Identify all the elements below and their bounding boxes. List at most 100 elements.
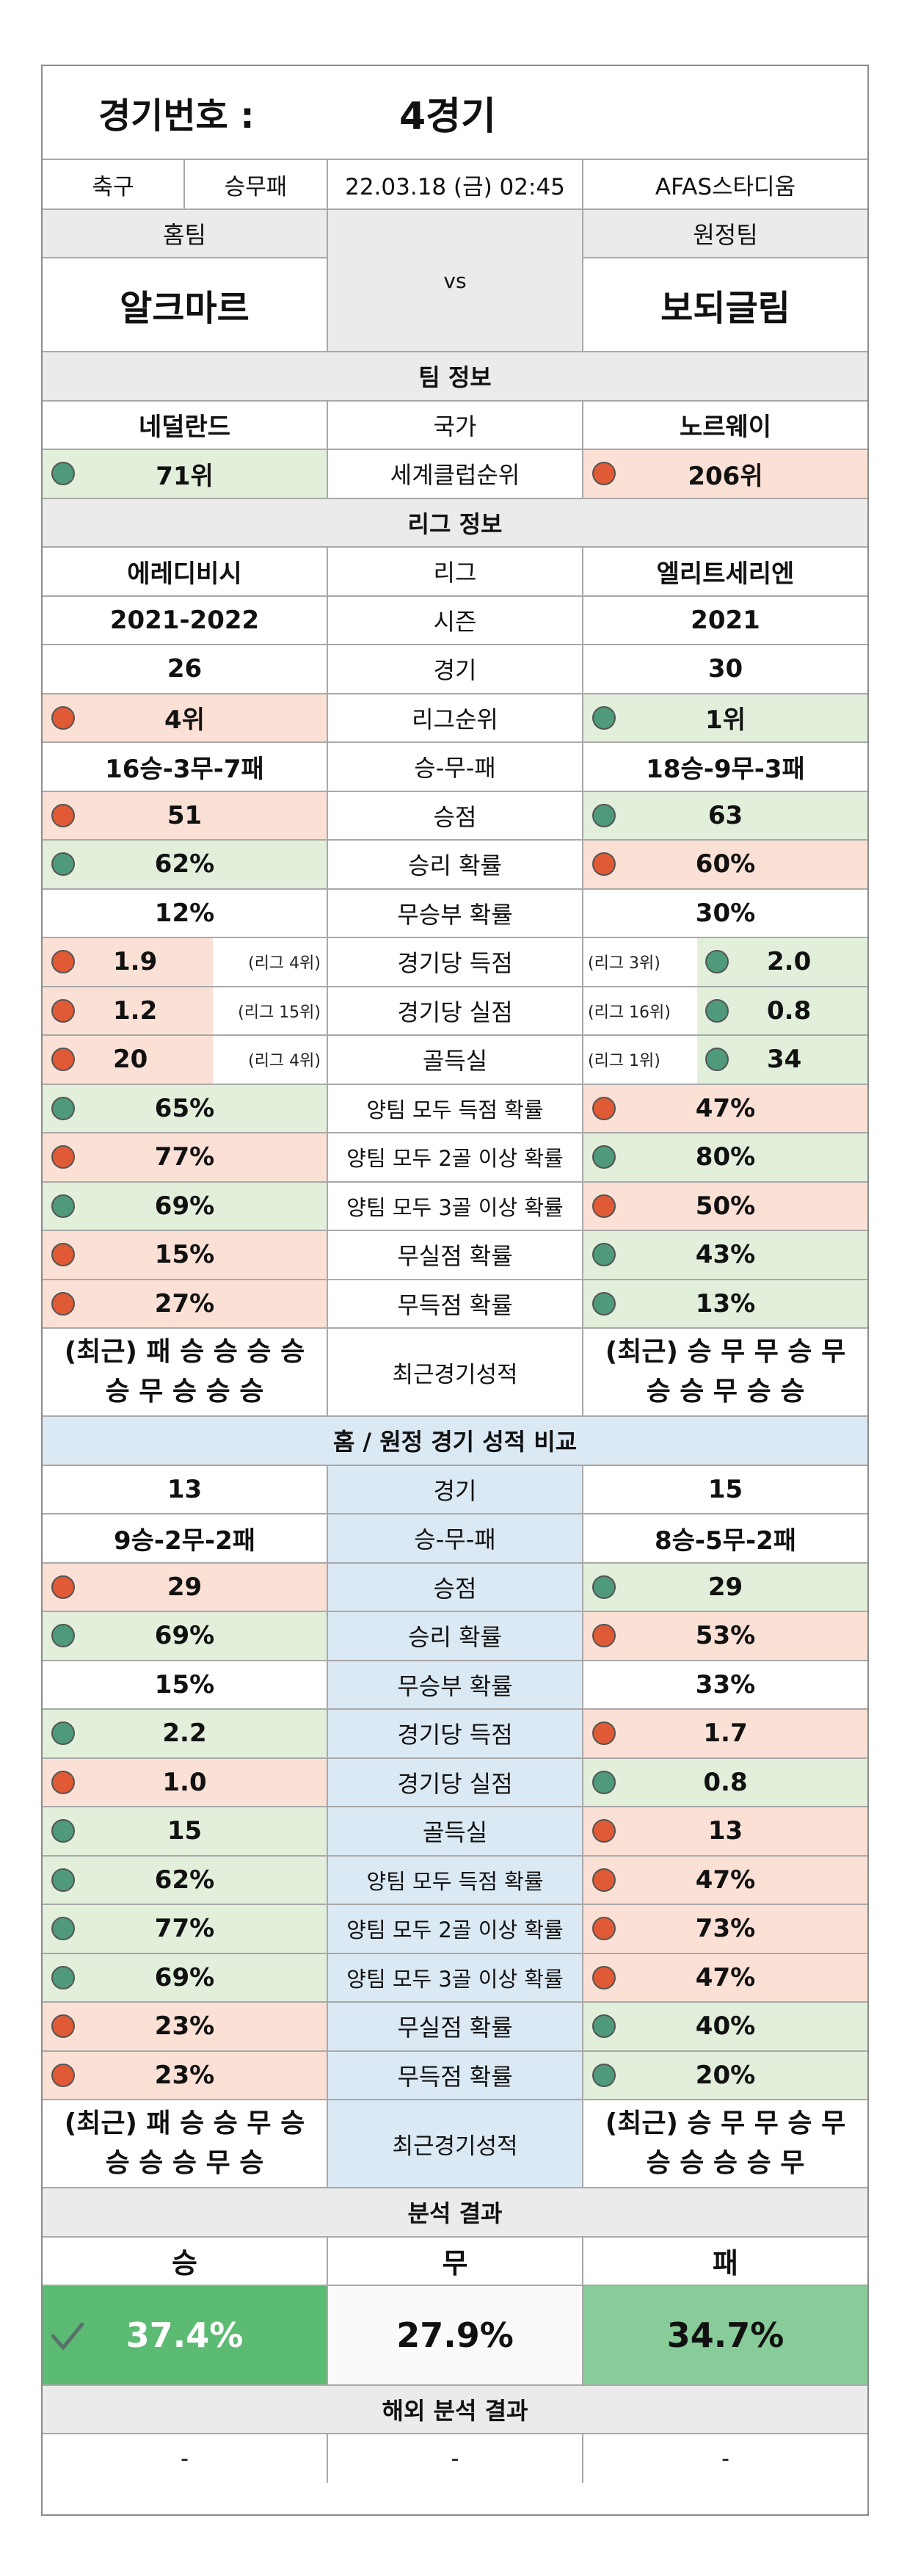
- red-dot-icon: [51, 2014, 75, 2039]
- analysis-win-label: 승: [172, 2247, 197, 2279]
- overseas-win: -: [181, 2445, 189, 2472]
- home-away-stat-away-value: 0.8: [703, 1767, 748, 1797]
- home-away-stat-home-value: 69%: [154, 1962, 215, 1992]
- green-dot-icon: [592, 705, 616, 730]
- green-dot-icon: [51, 1819, 75, 1843]
- green-dot-icon: [592, 1575, 616, 1599]
- home-away-stat-home-value: 1.0: [162, 1767, 207, 1797]
- home-away-stat-row: 29 승점 29: [43, 1563, 867, 1612]
- green-dot-icon: [51, 1194, 75, 1218]
- team-info-label: 국가: [433, 412, 477, 440]
- league-stat-away-value: 0.8: [767, 995, 812, 1026]
- league-stat-home-value: 62%: [154, 849, 215, 879]
- red-dot-icon: [592, 1965, 616, 1989]
- league-stat-away-value: 47%: [695, 1093, 756, 1123]
- green-dot-icon: [592, 1145, 616, 1169]
- league-stat-away-value: 30: [707, 654, 743, 684]
- red-dot-icon: [51, 1048, 75, 1072]
- overseas-loss: -: [721, 2445, 729, 2472]
- home-away-stat-home-value: 29: [167, 1572, 203, 1602]
- home-away-recent-home-line1: (최근) 패 승 승 무 승: [64, 2108, 305, 2138]
- league-stat-row: 77% 양팀 모두 2골 이상 확률 80%: [43, 1133, 867, 1183]
- recent-form-label: 최근경기성적: [392, 1361, 518, 1388]
- home-away-stat-label: 골득실: [422, 1818, 488, 1847]
- red-dot-icon: [592, 1819, 616, 1843]
- draw-percentage: 27.9%: [396, 2315, 514, 2355]
- league-stat-row: 65% 양팀 모두 득점 확률 47%: [43, 1084, 867, 1133]
- league-stat-label: 승점: [433, 802, 477, 831]
- red-dot-icon: [51, 705, 75, 730]
- league-stat-row: 12% 무승부 확률 30%: [43, 889, 867, 938]
- home-away-stat-row: 1.0 경기당 실점 0.8: [43, 1758, 867, 1807]
- home-away-recent-away-line2: 승 승 승 승 무: [646, 2148, 805, 2178]
- team-info-away-value: 노르웨이: [679, 413, 772, 443]
- league-stat-label: 경기: [433, 656, 477, 685]
- league-stat-row: 1.2 (리그 15위) 경기당 실점 (리그 16위) 0.8: [43, 987, 867, 1036]
- red-dot-icon: [51, 998, 75, 1023]
- recent-form-home-line2: 승 무 승 승 승: [105, 1376, 264, 1407]
- recent-form-home-line1: (최근) 패 승 승 승 승: [64, 1337, 305, 1367]
- league-stat-home-value: 69%: [154, 1191, 215, 1221]
- home-away-stat-away-value: 73%: [695, 1914, 756, 1944]
- match-datetime: 22.03.18 (금) 02:45: [345, 173, 565, 200]
- team-info-row: 71위 세계클럽순위 206위: [43, 450, 867, 499]
- home-away-stat-home-value: 62%: [154, 1865, 215, 1895]
- green-dot-icon: [592, 1243, 616, 1267]
- home-away-stat-label: 경기당 실점: [397, 1769, 513, 1798]
- away-team-label: 원정팀: [693, 221, 758, 249]
- overseas-draw: -: [451, 2445, 459, 2472]
- overseas-result-row: ---: [43, 2434, 867, 2483]
- red-dot-icon: [592, 1721, 616, 1746]
- match-analysis-sheet: 경기번호 : 4경기 축구 승무패 22.03.18 (금) 02:45 AFA…: [41, 65, 869, 2516]
- team-info-away-value: 206위: [688, 461, 763, 491]
- league-stat-away-value: 2021: [691, 605, 760, 635]
- green-dot-icon: [51, 1624, 75, 1648]
- league-stat-away-value: 43%: [695, 1240, 756, 1270]
- league-info-header-row: 리그 정보: [43, 498, 867, 548]
- league-stat-home-value: 16승-3무-7패: [105, 754, 264, 784]
- overseas-header: 해외 분석 결과: [382, 2396, 528, 2425]
- home-away-stat-home-value: 77%: [154, 1914, 215, 1944]
- home-away-stat-home-value: 69%: [154, 1621, 215, 1651]
- green-dot-icon: [51, 852, 75, 877]
- red-dot-icon: [592, 1096, 616, 1120]
- red-dot-icon: [592, 1917, 616, 1941]
- home-away-stat-away-value: 29: [707, 1572, 743, 1602]
- league-stat-away-rank: (리그 16위): [588, 1003, 671, 1022]
- game-type: 승무패: [224, 173, 288, 200]
- home-away-stat-row: 2.2 경기당 득점 1.7: [43, 1710, 867, 1759]
- league-stat-label: 양팀 모두 2골 이상 확률: [346, 1146, 564, 1172]
- home-away-stat-home-value: 9승-2무-2패: [113, 1525, 256, 1556]
- home-away-stat-away-value: 8승-5무-2패: [654, 1525, 797, 1556]
- meta-row: 축구 승무패 22.03.18 (금) 02:45 AFAS스타디움: [43, 160, 867, 210]
- home-away-header: 홈 / 원정 경기 성적 비교: [332, 1428, 578, 1456]
- league-stat-home-value: 에레디비시: [127, 559, 242, 589]
- league-stat-home-rank: (리그 15위): [238, 1003, 321, 1022]
- home-away-stat-label: 양팀 모두 3골 이상 확률: [346, 1966, 564, 1992]
- home-away-stat-away-value: 13: [707, 1816, 743, 1846]
- league-stat-home-value: 1.9: [113, 947, 158, 977]
- league-stat-away-rank: (리그 1위): [588, 1052, 660, 1071]
- red-dot-icon: [592, 852, 616, 877]
- league-stat-row: 16승-3무-7패 승-무-패 18승-9무-3패: [43, 743, 867, 792]
- home-away-stat-row: 15% 무승부 확률 33%: [43, 1661, 867, 1710]
- league-stat-label: 양팀 모두 득점 확률: [366, 1097, 544, 1122]
- home-team-name: 알크마르: [120, 288, 250, 329]
- recent-form-away-line1: (최근) 승 무 무 승 무: [605, 1337, 846, 1367]
- away-team-name: 보되글림: [660, 288, 790, 329]
- red-dot-icon: [51, 1145, 75, 1169]
- green-dot-icon: [51, 1965, 75, 1989]
- recent-form-away-line2: 승 승 무 승 승: [646, 1376, 805, 1407]
- green-dot-icon: [51, 1868, 75, 1892]
- home-away-stat-away-value: 47%: [695, 1865, 756, 1895]
- home-away-stat-home-value: 2.2: [162, 1719, 207, 1749]
- league-stat-row: 2021-2022 시즌 2021: [43, 596, 867, 645]
- league-stat-row: 에레디비시 리그 엘리트세리엔: [43, 548, 867, 597]
- analysis-header: 분석 결과: [407, 2199, 503, 2228]
- home-away-stat-label: 승-무-패: [414, 1525, 496, 1554]
- league-stat-row: 26 경기 30: [43, 645, 867, 694]
- league-stat-row: 69% 양팀 모두 3골 이상 확률 50%: [43, 1182, 867, 1231]
- home-away-recent-away-line1: (최근) 승 무 무 승 무: [605, 2108, 846, 2138]
- league-stat-label: 리그: [433, 559, 477, 587]
